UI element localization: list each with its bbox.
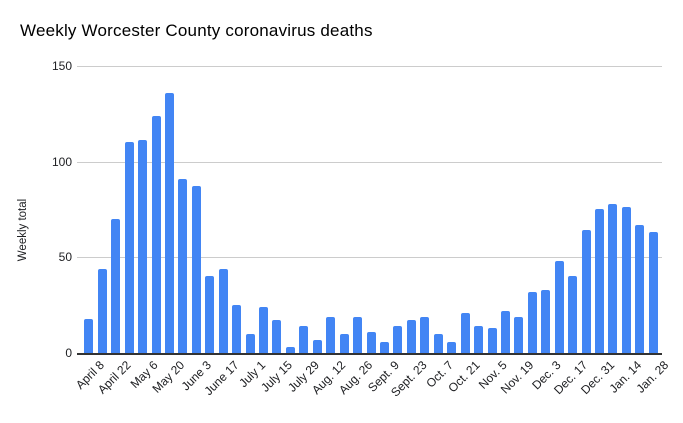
bar bbox=[97, 268, 107, 353]
bar bbox=[272, 320, 282, 353]
bar bbox=[312, 339, 322, 353]
bar bbox=[339, 333, 349, 353]
bar bbox=[648, 232, 658, 353]
chart-title: Weekly Worcester County coronavirus deat… bbox=[20, 21, 373, 40]
y-axis-title: Weekly total bbox=[17, 198, 29, 262]
x-axis-line bbox=[77, 353, 662, 355]
bar bbox=[164, 92, 174, 353]
bar bbox=[379, 341, 389, 353]
bar bbox=[500, 310, 510, 353]
bar bbox=[460, 312, 470, 353]
bar bbox=[420, 316, 430, 353]
y-tick-label: 0 bbox=[65, 346, 72, 360]
bar bbox=[218, 268, 228, 353]
bar bbox=[353, 316, 363, 353]
bar bbox=[245, 333, 255, 353]
bar bbox=[124, 142, 134, 353]
bar bbox=[554, 261, 564, 353]
bar bbox=[447, 341, 457, 353]
bar bbox=[527, 291, 537, 353]
bar bbox=[608, 203, 618, 353]
bar bbox=[326, 316, 336, 353]
bar bbox=[595, 209, 605, 353]
bar bbox=[393, 326, 403, 353]
bar bbox=[232, 305, 242, 353]
bar bbox=[514, 316, 524, 353]
y-tick-label: 150 bbox=[51, 58, 72, 73]
bar bbox=[581, 230, 591, 353]
bar bbox=[541, 289, 551, 353]
bar bbox=[205, 276, 215, 353]
bar bbox=[568, 276, 578, 353]
bar bbox=[621, 207, 631, 353]
bar bbox=[84, 318, 94, 353]
bar bbox=[433, 333, 443, 353]
bar bbox=[474, 326, 484, 353]
gridline bbox=[77, 65, 662, 67]
bar bbox=[151, 115, 161, 353]
bar bbox=[111, 218, 121, 353]
bar bbox=[178, 178, 188, 353]
bar bbox=[138, 140, 148, 353]
bar bbox=[406, 320, 416, 353]
gridline bbox=[77, 161, 662, 163]
bar bbox=[191, 186, 201, 353]
bar bbox=[285, 347, 295, 353]
bar bbox=[487, 328, 497, 353]
bar bbox=[299, 326, 309, 353]
bar bbox=[635, 224, 645, 353]
gridline bbox=[77, 257, 662, 259]
bar bbox=[366, 331, 376, 353]
y-tick-label: 50 bbox=[58, 250, 72, 265]
bar bbox=[259, 307, 269, 353]
y-tick-label: 100 bbox=[51, 154, 72, 169]
